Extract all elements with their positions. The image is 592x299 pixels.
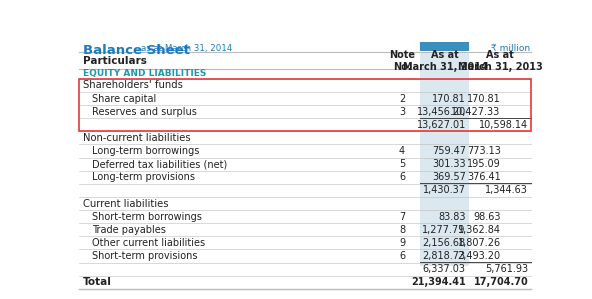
Text: 170.81: 170.81 <box>467 94 501 103</box>
Text: 8: 8 <box>399 225 405 235</box>
Text: 195.09: 195.09 <box>467 159 501 169</box>
Text: Deferred tax liabilities (net): Deferred tax liabilities (net) <box>92 159 227 169</box>
Text: 1,362.84: 1,362.84 <box>458 225 501 235</box>
Text: 6: 6 <box>399 251 405 261</box>
Text: 9: 9 <box>399 238 405 248</box>
Text: 21,394.41: 21,394.41 <box>411 277 466 287</box>
Text: 10,598.14: 10,598.14 <box>479 120 528 130</box>
Text: 2: 2 <box>399 94 405 103</box>
Text: 5,761.93: 5,761.93 <box>485 264 528 274</box>
Text: EQUITY AND LIABILITIES: EQUITY AND LIABILITIES <box>83 69 207 78</box>
Text: 3: 3 <box>399 107 405 117</box>
Text: Long-term borrowings: Long-term borrowings <box>92 146 200 156</box>
Text: 2,156.68: 2,156.68 <box>423 238 466 248</box>
Text: as at March 31, 2014: as at March 31, 2014 <box>140 44 232 53</box>
Bar <box>79 276 530 289</box>
Text: Balance Sheet: Balance Sheet <box>83 44 190 57</box>
Text: ₹ million: ₹ million <box>491 44 530 53</box>
Text: 376.41: 376.41 <box>467 172 501 182</box>
Text: 7: 7 <box>399 212 405 222</box>
Text: 773.13: 773.13 <box>467 146 501 156</box>
Bar <box>420 52 469 266</box>
Text: 6,337.03: 6,337.03 <box>423 264 466 274</box>
Text: Non-current liabilities: Non-current liabilities <box>83 133 191 143</box>
Text: Trade payables: Trade payables <box>92 225 166 235</box>
Text: Short-term provisions: Short-term provisions <box>92 251 198 261</box>
Text: Total: Total <box>83 277 112 287</box>
Text: 1,430.37: 1,430.37 <box>423 185 466 196</box>
Text: Current liabilities: Current liabilities <box>83 199 169 208</box>
Text: Shareholders' funds: Shareholders' funds <box>83 80 183 90</box>
Bar <box>79 79 530 131</box>
Text: 759.47: 759.47 <box>432 146 466 156</box>
Text: 13,456.20: 13,456.20 <box>417 107 466 117</box>
Text: As at
March 31, 2014: As at March 31, 2014 <box>403 50 487 72</box>
Text: 13,627.01: 13,627.01 <box>417 120 466 130</box>
Text: Short-term borrowings: Short-term borrowings <box>92 212 202 222</box>
Text: Share capital: Share capital <box>92 94 157 103</box>
Text: Particulars: Particulars <box>83 56 147 66</box>
Text: Reserves and surplus: Reserves and surplus <box>92 107 197 117</box>
Text: Long-term provisions: Long-term provisions <box>92 172 195 182</box>
Text: Note
No.: Note No. <box>389 50 415 72</box>
Text: 2,818.73: 2,818.73 <box>423 251 466 261</box>
Text: 6: 6 <box>399 172 405 182</box>
Text: 170.81: 170.81 <box>432 94 466 103</box>
Text: 1,277.79: 1,277.79 <box>423 225 466 235</box>
Text: As at
March 31, 2013: As at March 31, 2013 <box>458 50 542 72</box>
Text: Other current liabilities: Other current liabilities <box>92 238 205 248</box>
Text: 5: 5 <box>399 159 405 169</box>
Text: 1,344.63: 1,344.63 <box>485 185 528 196</box>
Bar <box>420 42 469 51</box>
Text: 10,427.33: 10,427.33 <box>452 107 501 117</box>
Text: 4: 4 <box>399 146 405 156</box>
Text: 83.83: 83.83 <box>438 212 466 222</box>
Text: 98.63: 98.63 <box>473 212 501 222</box>
Text: 1,807.26: 1,807.26 <box>458 238 501 248</box>
Text: 369.57: 369.57 <box>432 172 466 182</box>
Text: 17,704.70: 17,704.70 <box>474 277 528 287</box>
Text: 2,493.20: 2,493.20 <box>458 251 501 261</box>
Text: 301.33: 301.33 <box>432 159 466 169</box>
